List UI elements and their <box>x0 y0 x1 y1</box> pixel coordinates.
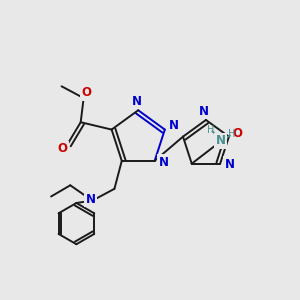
Text: N: N <box>216 134 226 147</box>
Text: N: N <box>199 105 208 118</box>
Text: N: N <box>225 158 235 171</box>
Text: N: N <box>132 95 142 108</box>
Text: O: O <box>81 86 91 99</box>
Text: N: N <box>158 156 169 169</box>
Text: N: N <box>169 119 179 132</box>
Text: O: O <box>233 127 243 140</box>
Text: H: H <box>207 125 214 135</box>
Text: H: H <box>228 129 235 139</box>
Text: N: N <box>86 193 96 206</box>
Text: O: O <box>57 142 67 155</box>
